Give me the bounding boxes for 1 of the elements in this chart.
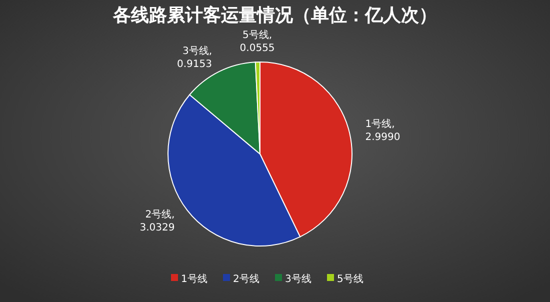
title: 各线路累计客运量情况（单位：亿人次） — [113, 5, 437, 26]
